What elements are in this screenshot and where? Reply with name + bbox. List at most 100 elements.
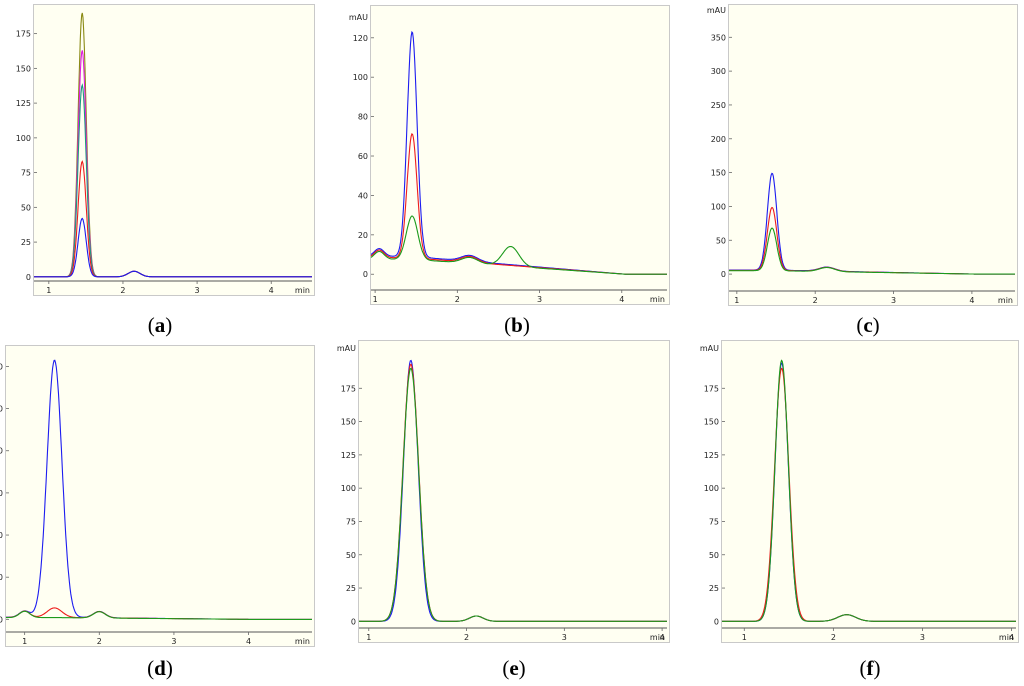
caption-d: (d): [147, 656, 173, 680]
chromatogram-d: 0 200 400 600 800 1000 1200 1 2 3 4 min: [0, 359, 312, 646]
series-line: [370, 215, 667, 275]
y-tick-label: 125: [704, 451, 719, 460]
y-tick-label: 75: [21, 169, 31, 178]
x-tick-label: 2: [831, 633, 836, 642]
caption-f: (f): [859, 656, 881, 680]
y-tick-label: 1200: [0, 362, 3, 371]
x-axis-unit-label: min: [998, 296, 1013, 305]
y-tick-label: 80: [358, 113, 368, 122]
y-tick-label: 300: [711, 67, 726, 76]
y-tick-label: 0: [351, 617, 356, 626]
y-tick-label: 350: [711, 33, 726, 42]
plot-area-b: 0 20 40 60 80 100 120 1 2 3 4 min mAU: [349, 5, 670, 305]
y-tick-label: 125: [16, 99, 31, 108]
y-tick-label: 120: [353, 34, 368, 43]
y-tick-label: 50: [346, 551, 356, 560]
y-tick-label: 250: [711, 101, 726, 110]
y-tick-label: 40: [358, 191, 368, 200]
x-tick-label: 1: [734, 296, 739, 305]
caption-c: (c): [856, 313, 880, 337]
series-line: [34, 217, 312, 278]
y-tick-label: 100: [341, 484, 356, 493]
y-tick-label: 125: [341, 451, 356, 460]
y-tick-label: 200: [0, 573, 3, 582]
x-tick-label: 3: [171, 637, 176, 646]
x-tick-label: 4: [969, 296, 974, 305]
y-tick-label: 25: [21, 238, 31, 247]
y-axis-unit-label: mAU: [349, 13, 368, 22]
y-tick-label: 600: [0, 489, 3, 498]
y-tick-label: 75: [346, 517, 356, 526]
y-tick-label: 150: [16, 64, 31, 73]
series-line: [729, 172, 1015, 275]
y-tick-label: 175: [704, 384, 719, 393]
series-line: [729, 227, 1015, 275]
y-tick-label: 150: [711, 169, 726, 178]
y-tick-label: 20: [358, 231, 368, 240]
x-axis-unit-label: min: [650, 633, 665, 642]
x-tick-label: 1: [46, 286, 51, 295]
y-tick-label: 50: [709, 551, 719, 560]
x-tick-label: 1: [373, 295, 378, 304]
series-line: [6, 610, 312, 620]
x-tick-label: 4: [1009, 633, 1014, 642]
x-axis-unit-label: min: [999, 633, 1014, 642]
plot-area-c: 0 50 100 150 200 250 300 350 1 2 3 4 min mAU: [707, 4, 1018, 306]
x-tick-label: 3: [195, 286, 200, 295]
chromatogram-a: 0 25 50 75 100 125 150 175 1 2 3 4 min: [16, 12, 312, 295]
x-tick-label: 2: [97, 637, 102, 646]
y-tick-label: 25: [346, 584, 356, 593]
y-tick-label: 150: [704, 418, 719, 427]
y-tick-label: 75: [709, 517, 719, 526]
x-axis-unit-label: min: [295, 637, 310, 646]
y-tick-label: 0: [721, 270, 726, 279]
series-line: [722, 359, 1016, 622]
series-line: [359, 359, 667, 622]
y-tick-label: 100: [353, 73, 368, 82]
y-tick-label: 150: [341, 418, 356, 427]
y-tick-label: 0: [363, 270, 368, 279]
y-tick-label: 175: [16, 30, 31, 39]
series-line: [359, 363, 667, 622]
caption-b: (b): [504, 313, 530, 337]
x-tick-label: 2: [455, 295, 460, 304]
series-line: [359, 367, 667, 622]
series-line: [370, 133, 667, 275]
x-tick-label: 3: [562, 633, 567, 642]
x-tick-label: 4: [660, 633, 665, 642]
x-tick-label: 3: [537, 295, 542, 304]
plot-area-a: 0 25 50 75 100 125 150 175 1 2 3 4 min: [16, 4, 315, 296]
y-tick-label: 100: [711, 202, 726, 211]
x-tick-label: 3: [920, 633, 925, 642]
series-line: [6, 359, 312, 620]
x-tick-label: 2: [120, 286, 125, 295]
plot-area-f: 0 25 50 75 100 125 150 175 1 2 3 4 min mAU: [700, 340, 1019, 643]
y-tick-label: 100: [16, 134, 31, 143]
y-tick-label: 25: [709, 584, 719, 593]
y-tick-label: 100: [704, 484, 719, 493]
x-tick-label: 4: [246, 637, 251, 646]
series-line: [729, 206, 1015, 275]
y-tick-label: 0: [714, 617, 719, 626]
x-axis-unit-label: min: [295, 286, 310, 295]
x-tick-label: 2: [464, 633, 469, 642]
series-line: [722, 362, 1016, 622]
y-axis-unit-label: mAU: [700, 344, 719, 353]
x-tick-label: 1: [22, 637, 27, 646]
y-tick-label: 50: [21, 203, 31, 212]
x-tick-label: 1: [742, 633, 747, 642]
plot-area-d: 0 200 400 600 800 1000 1200 1 2 3 4 min: [0, 345, 315, 647]
y-tick-label: 175: [341, 384, 356, 393]
y-tick-label: 800: [0, 447, 3, 456]
plot-area-e: 0 25 50 75 100 125 150 175 1 2 3 4 min mAU: [337, 340, 670, 643]
y-tick-label: 50: [716, 236, 726, 245]
chromatogram-b: 0 20 40 60 80 100 120 1 2 3 4 min mAU: [349, 13, 667, 304]
caption-e: (e): [502, 656, 526, 680]
series-line: [722, 367, 1016, 622]
x-tick-label: 4: [619, 295, 624, 304]
x-tick-label: 4: [269, 286, 274, 295]
x-tick-label: 3: [891, 296, 896, 305]
y-axis-unit-label: mAU: [707, 6, 726, 15]
y-tick-label: 1000: [0, 405, 3, 414]
